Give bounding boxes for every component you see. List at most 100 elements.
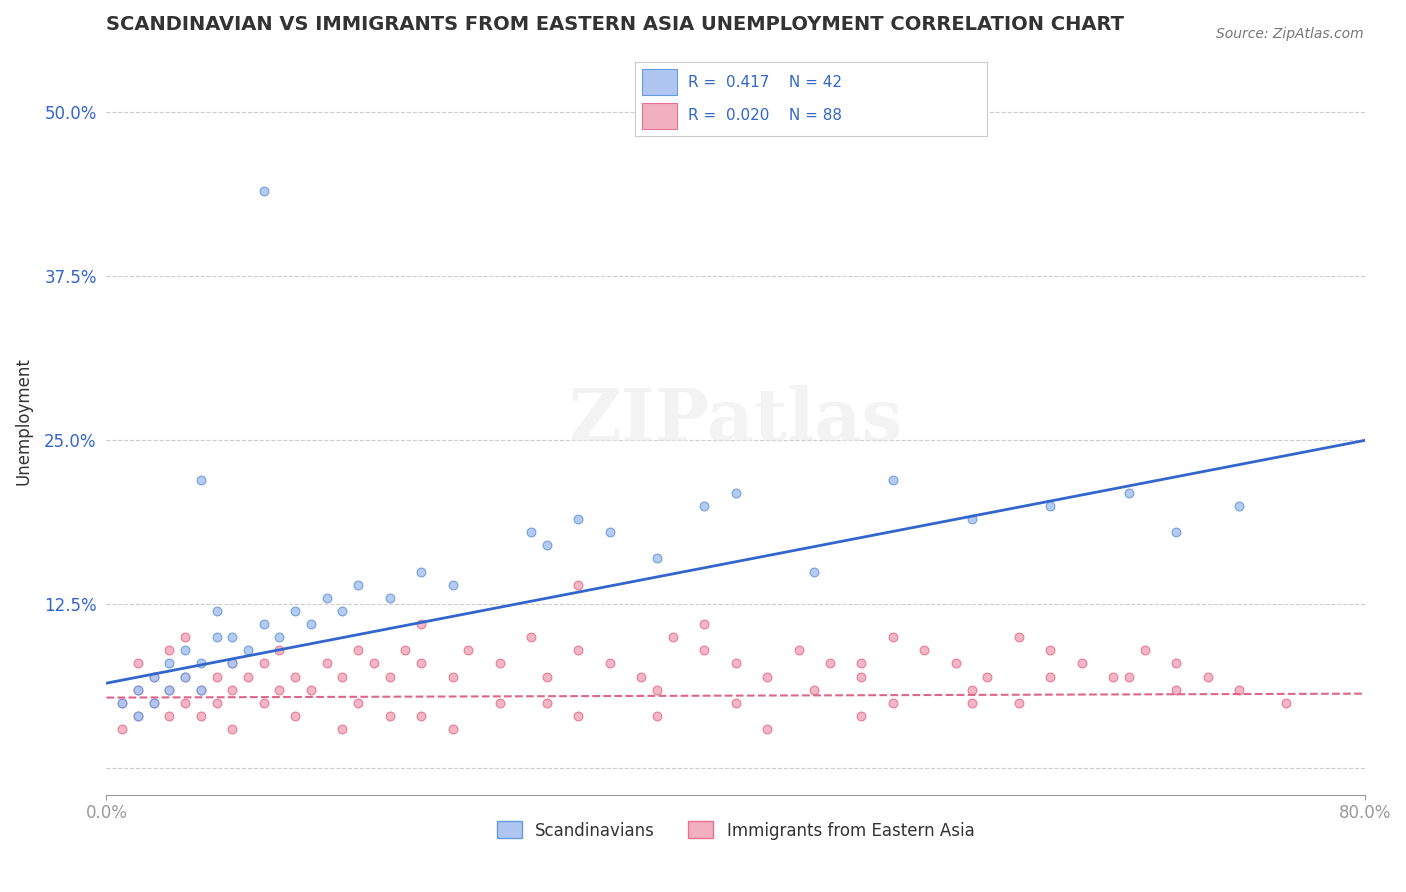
Point [1164,682,1187,697]
Point [536,538,558,552]
Point [157,682,180,697]
Point [960,512,983,526]
Point [1039,643,1062,657]
Point [378,591,401,605]
Text: ZIPatlas: ZIPatlas [568,385,903,456]
Point [236,670,259,684]
Point [315,591,337,605]
Point [174,670,197,684]
Point [1070,657,1092,671]
Point [269,643,291,657]
Point [253,657,276,671]
Point [851,670,873,684]
Point [315,657,337,671]
Point [253,696,276,710]
Point [409,617,432,632]
Point [174,630,197,644]
Point [645,709,668,723]
Point [1227,499,1250,513]
Point [803,565,825,579]
Point [567,709,589,723]
Point [1197,670,1219,684]
Point [111,696,134,710]
Point [409,709,432,723]
Point [142,696,165,710]
Point [1133,643,1156,657]
Point [1227,682,1250,697]
Point [190,657,212,671]
Point [960,696,983,710]
Point [693,617,716,632]
Legend: Scandinavians, Immigrants from Eastern Asia: Scandinavians, Immigrants from Eastern A… [491,814,981,847]
Point [347,643,370,657]
Point [724,486,747,500]
Point [174,670,197,684]
Point [488,657,510,671]
Point [284,604,307,618]
Point [190,682,212,697]
Point [1164,525,1187,540]
Point [661,630,683,644]
Point [1039,670,1062,684]
Point [378,670,401,684]
Point [332,604,354,618]
Point [332,670,354,684]
Point [724,657,747,671]
Point [127,709,149,723]
Point [221,657,243,671]
Point [221,657,243,671]
Point [851,657,873,671]
Point [851,709,873,723]
Point [127,709,149,723]
Point [363,657,385,671]
Point [567,512,589,526]
Point [599,525,621,540]
Point [190,473,212,487]
Point [111,696,134,710]
Point [284,670,307,684]
Point [803,682,825,697]
Point [818,657,841,671]
Point [190,682,212,697]
Point [441,722,464,736]
Point [236,643,259,657]
Point [756,670,779,684]
Point [253,617,276,632]
Point [536,670,558,684]
Point [221,722,243,736]
Point [630,670,652,684]
Point [284,709,307,723]
Point [441,578,464,592]
Point [142,670,165,684]
Point [976,670,998,684]
Point [347,696,370,710]
Point [945,657,967,671]
Point [1008,630,1031,644]
Point [127,682,149,697]
Point [409,657,432,671]
Point [332,722,354,736]
Point [882,696,904,710]
Point [724,696,747,710]
Point [960,682,983,697]
Point [1275,696,1298,710]
Point [347,578,370,592]
Point [912,643,935,657]
Point [536,696,558,710]
Point [756,722,779,736]
Point [157,657,180,671]
Point [520,630,543,644]
Point [1039,499,1062,513]
Point [693,643,716,657]
Point [599,657,621,671]
Point [1118,670,1140,684]
Point [253,184,276,198]
Point [157,643,180,657]
Point [1102,670,1125,684]
Point [457,643,479,657]
Point [645,551,668,566]
Text: SCANDINAVIAN VS IMMIGRANTS FROM EASTERN ASIA UNEMPLOYMENT CORRELATION CHART: SCANDINAVIAN VS IMMIGRANTS FROM EASTERN … [107,15,1125,34]
Point [567,578,589,592]
Point [394,643,416,657]
Point [142,696,165,710]
